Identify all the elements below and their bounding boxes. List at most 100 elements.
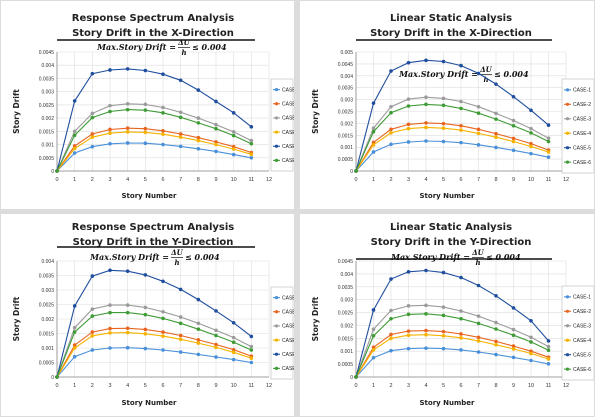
series-point-case-1 — [143, 346, 148, 351]
y-tick-label: 0.0025 — [338, 311, 354, 317]
legend-entry-label: CASE-5 — [573, 352, 591, 358]
series-point-case-4 — [72, 146, 77, 151]
series-point-case-5 — [441, 270, 446, 275]
series-point-case-3 — [90, 111, 95, 116]
series-point-case-4 — [143, 130, 148, 135]
series-point-case-2 — [441, 329, 446, 334]
y-tick-label: 0.002 — [41, 116, 54, 122]
series-point-case-6 — [389, 110, 393, 115]
series-point-case-3 — [371, 327, 376, 332]
series-point-case-4 — [371, 348, 376, 352]
max-drift-annotation: Max.Story Drift = ΔUh ≤ 0.004 — [89, 248, 220, 267]
series-line-case-5 — [56, 68, 252, 172]
series-point-case-5 — [389, 69, 393, 73]
series-line-case-6 — [56, 109, 252, 172]
x-tick-label: 9 — [512, 177, 515, 183]
series-point-case-1 — [494, 352, 498, 357]
series-point-case-4 — [441, 333, 446, 338]
series-point-case-6 — [389, 316, 393, 321]
series-point-case-6 — [406, 104, 411, 108]
series-point-case-5 — [406, 270, 411, 274]
series-point-case-5 — [90, 274, 95, 278]
series-point-case-5 — [196, 88, 201, 92]
series-point-case-5 — [441, 59, 446, 64]
series-point-case-5 — [546, 339, 551, 343]
x-tick-label: 1 — [372, 177, 375, 183]
series-point-case-6 — [143, 108, 148, 112]
legend-entry-label: CASE-1 — [573, 88, 591, 94]
series-point-case-3 — [196, 321, 201, 326]
series-point-case-1 — [178, 350, 183, 354]
x-tick-label: 4 — [424, 177, 427, 183]
series-point-case-5 — [494, 294, 498, 298]
x-tick-label: 8 — [494, 383, 497, 389]
series-point-case-1 — [476, 143, 481, 147]
series-point-case-2 — [143, 327, 148, 332]
series-point-case-2 — [125, 326, 130, 331]
series-point-case-4 — [178, 337, 183, 342]
series-point-case-2 — [371, 345, 376, 350]
legend-box — [561, 285, 594, 381]
series-point-case-2 — [476, 127, 481, 132]
series-line-case-6 — [355, 313, 549, 378]
legend-swatch-marker — [274, 310, 279, 314]
series-point-case-6 — [441, 313, 446, 318]
legend-box — [270, 286, 294, 380]
y-tick-label: 0.0035 — [338, 285, 354, 291]
series-point-case-6 — [108, 109, 112, 114]
series-point-case-2 — [406, 329, 411, 333]
series-point-case-4 — [546, 357, 551, 361]
y-tick-label: 0.002 — [41, 317, 54, 323]
annotation-limit: ≤ 0.004 — [185, 252, 220, 262]
series-line-case-2 — [355, 122, 549, 172]
series-point-case-2 — [494, 131, 498, 136]
series-point-case-5 — [511, 306, 516, 310]
series-point-case-1 — [529, 151, 533, 156]
x-tick-label: 0 — [55, 177, 58, 183]
series-point-case-3 — [178, 110, 183, 115]
series-point-case-5 — [161, 279, 165, 284]
series-point-case-5 — [406, 60, 411, 65]
series-point-case-5 — [178, 287, 183, 292]
x-tick-label: 11 — [248, 177, 254, 183]
series-point-case-6 — [161, 111, 165, 115]
x-tick-label: 6 — [459, 383, 462, 389]
series-point-case-5 — [231, 320, 236, 325]
series-point-case-3 — [546, 136, 551, 140]
y-axis-label: Story Drift — [12, 89, 21, 134]
series-point-case-6 — [178, 321, 183, 326]
x-axis-label: Story Number — [420, 399, 476, 407]
annotation-numerator: ΔU — [471, 248, 484, 257]
x-tick-label: 5 — [144, 177, 147, 183]
series-point-case-2 — [90, 330, 95, 334]
x-axis-label: Story Number — [122, 192, 178, 200]
series-point-case-5 — [196, 297, 201, 302]
x-tick-label: 9 — [214, 383, 217, 389]
series-point-case-4 — [476, 131, 481, 136]
series-point-case-1 — [72, 151, 77, 155]
series-point-case-6 — [249, 141, 254, 146]
x-tick-label: 8 — [197, 177, 200, 183]
series-point-case-3 — [231, 130, 236, 134]
series-point-case-5 — [214, 309, 218, 313]
series-point-case-5 — [125, 269, 130, 273]
series-point-case-1 — [108, 346, 112, 350]
series-point-case-2 — [389, 332, 393, 337]
annotation-denominator: h — [483, 75, 488, 84]
x-tick-label: 3 — [407, 383, 410, 389]
legend-entry-label: CASE-1 — [282, 87, 294, 93]
legend-swatch-marker — [565, 338, 570, 342]
series-point-case-5 — [143, 68, 148, 73]
series-point-case-2 — [125, 126, 130, 130]
legend-swatch-marker — [565, 131, 570, 135]
x-tick-label: 8 — [197, 383, 200, 389]
x-tick-label: 1 — [73, 383, 76, 389]
series-point-case-2 — [214, 140, 218, 144]
x-axis-label: Story Number — [420, 192, 476, 200]
series-point-case-5 — [249, 125, 254, 129]
y-tick-label: 0.0005 — [39, 361, 55, 367]
legend-entry-label: CASE-5 — [282, 352, 294, 358]
annotation-numerator: ΔU — [479, 65, 492, 74]
series-point-case-6 — [354, 169, 358, 173]
series-point-case-3 — [249, 344, 254, 349]
